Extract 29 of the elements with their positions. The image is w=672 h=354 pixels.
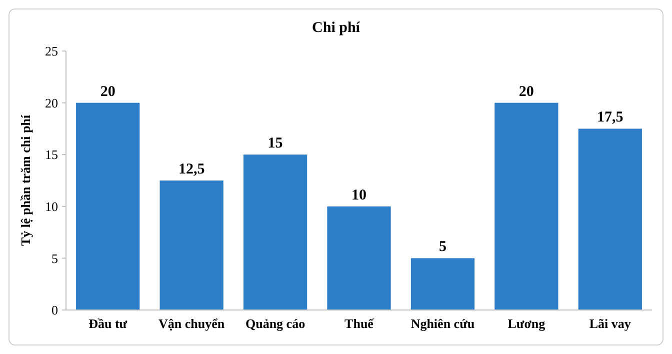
bar [494,102,558,310]
y-tick-label: 20 [45,95,58,110]
bar [243,154,308,310]
bar [160,180,224,310]
data-label: 20 [100,84,116,100]
data-label: 10 [352,187,366,204]
x-tick-label: Nghiên cứu [410,316,475,331]
y-tick-label: 0 [52,302,58,318]
x-tick-label: Lương [508,316,546,331]
data-label: 12,5 [178,162,205,178]
x-tick-label: Thuế [344,316,375,331]
chart-title: Chi phí [312,20,361,36]
bar [578,128,642,310]
y-tick-label: 25 [45,44,58,59]
data-label: 15 [268,136,283,152]
data-label: 20 [518,84,534,100]
x-tick-label: Lãi vay [589,316,632,331]
bar [410,258,475,310]
x-tick-label: Vận chuyển [158,316,226,331]
data-label: 17,5 [597,110,624,126]
bar [327,206,391,310]
x-tick-label: Quảng cáo [245,316,306,331]
y-tick-label: 10 [45,198,58,214]
y-axis-title: Tỷ lệ phần trăm chi phí [18,114,33,246]
bar [76,102,140,310]
data-label: 5 [438,239,446,256]
x-tick-label: Đầu tư [88,316,128,331]
y-tick-label: 15 [45,147,58,162]
y-tick-label: 5 [52,250,58,266]
